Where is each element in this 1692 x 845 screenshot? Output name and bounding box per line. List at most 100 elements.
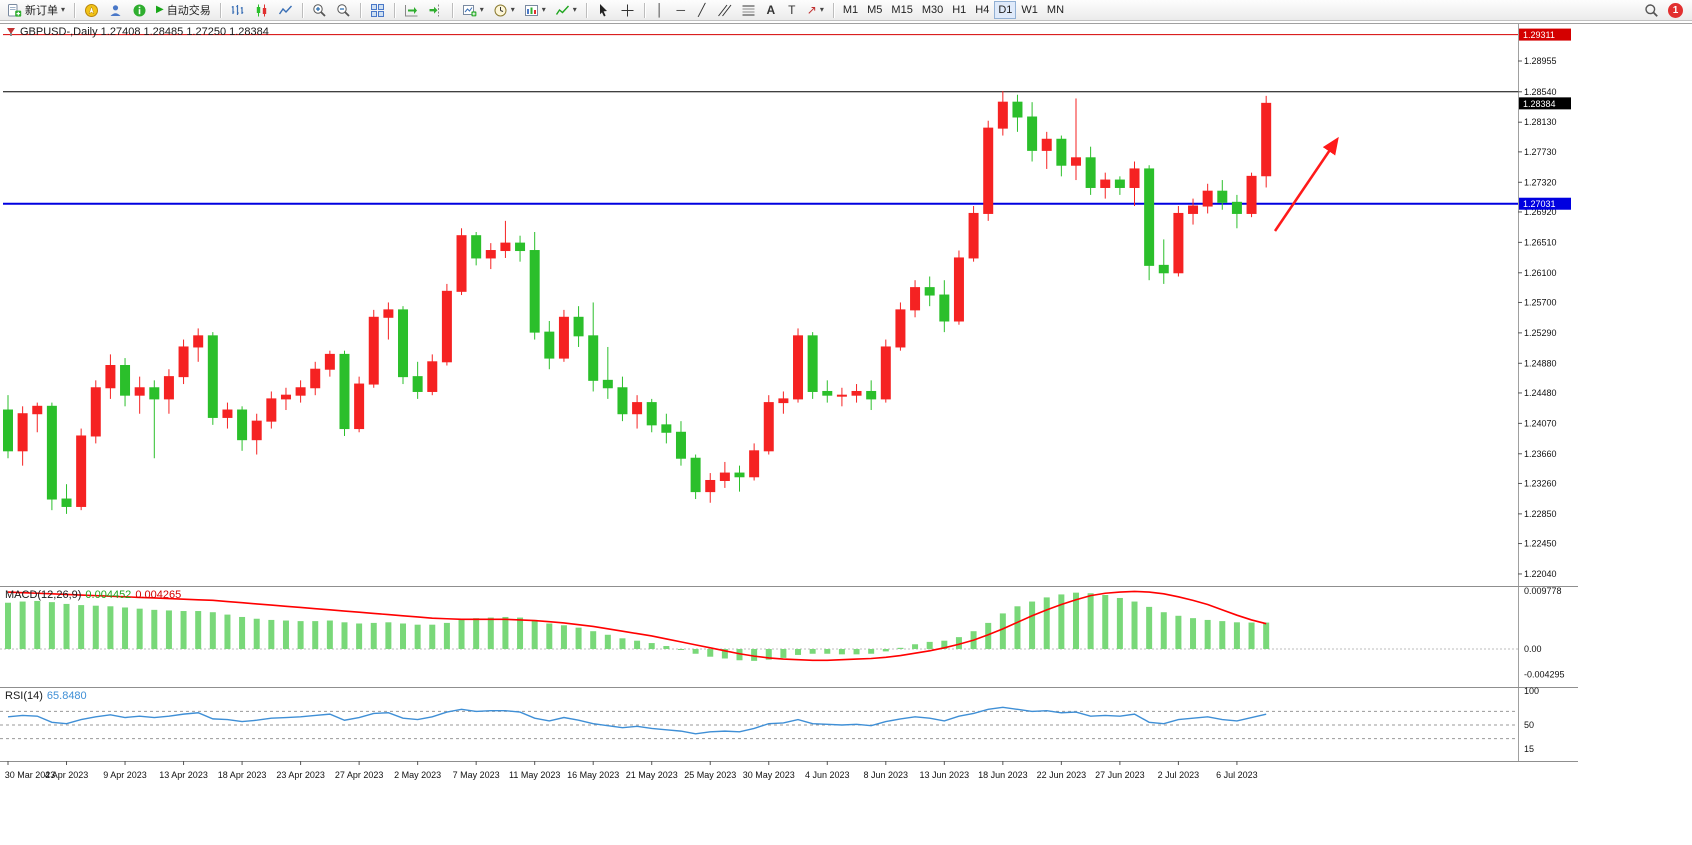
trendline-button[interactable]: ╱ xyxy=(692,1,712,19)
timeframe-w1-button[interactable]: W1 xyxy=(1017,1,1042,19)
macd-bar xyxy=(502,616,509,649)
trend-arrow[interactable] xyxy=(1273,136,1339,232)
macd-bar xyxy=(5,602,11,649)
crosshair-button[interactable] xyxy=(616,1,639,19)
candle-body xyxy=(76,435,87,507)
candle-body xyxy=(295,387,306,396)
indicators-button[interactable]: ▾ xyxy=(551,1,581,19)
candle-body xyxy=(822,390,833,396)
zoom-in-button[interactable] xyxy=(308,1,331,19)
channel-button[interactable] xyxy=(713,1,736,19)
macd-bar xyxy=(224,614,231,649)
chart-canvas[interactable]: 1.28955 1.28540 1.28130 1.27730 1.27320 1.269… xyxy=(0,21,1692,845)
macd-bar xyxy=(853,649,860,655)
candle-body xyxy=(793,335,804,400)
macd-bar xyxy=(1116,597,1123,649)
date-label: 13 Apr 2023 xyxy=(159,770,208,780)
macd-bar xyxy=(1190,618,1197,649)
arrows-tool-button[interactable]: ↗ ▾ xyxy=(803,1,828,19)
candle-body xyxy=(646,402,657,426)
candle-body xyxy=(851,390,862,396)
date-label: 9 Apr 2023 xyxy=(103,770,147,780)
cursor-button[interactable] xyxy=(592,1,615,19)
macd-bar xyxy=(531,619,538,649)
date-label: 8 Jun 2023 xyxy=(864,770,909,780)
timeframe-m30-button[interactable]: M30 xyxy=(918,1,947,19)
notification-badge[interactable]: 1 xyxy=(1668,2,1683,18)
candle-body xyxy=(1041,138,1052,151)
new-order-button[interactable]: 新订单 ▾ xyxy=(3,1,69,19)
chart-line-button[interactable] xyxy=(274,1,297,19)
candle-body xyxy=(207,335,218,418)
macd-bar xyxy=(897,647,904,649)
macd-axis-label: -0.004295 xyxy=(1524,669,1565,679)
candle-body xyxy=(880,346,891,400)
notification-count: 1 xyxy=(1672,4,1679,16)
search-button[interactable] xyxy=(1640,1,1663,19)
tile-windows-button[interactable] xyxy=(366,1,389,19)
timeframe-d1-button[interactable]: D1 xyxy=(994,1,1017,19)
macd-label: MACD(12,26,9) 0.004452 0.004265 xyxy=(5,589,181,601)
timeframe-h1-button[interactable]: H1 xyxy=(948,1,970,19)
date-label: 16 May 2023 xyxy=(567,770,619,780)
candle-body xyxy=(924,287,935,296)
date-label: 11 May 2023 xyxy=(509,770,560,780)
macd-bar xyxy=(297,621,304,649)
trendline-icon: ╱ xyxy=(698,3,706,17)
candle-body xyxy=(705,479,716,493)
price-tick-label: 1.28540 xyxy=(1524,87,1557,97)
macd-bar xyxy=(1058,594,1065,649)
contacts-button[interactable] xyxy=(104,1,127,19)
macd-bar xyxy=(985,622,992,649)
cursor-icon xyxy=(599,3,607,16)
candle-body xyxy=(237,409,248,441)
macd-bar xyxy=(663,646,670,649)
toolbar-separator xyxy=(219,2,221,18)
bar-chart-icon xyxy=(231,4,243,15)
auto-scroll-button[interactable] xyxy=(400,1,423,19)
fibonacci-button[interactable] xyxy=(737,1,760,19)
candle-body xyxy=(32,405,43,415)
candle-body xyxy=(90,387,101,437)
community-button[interactable] xyxy=(80,1,103,19)
templates-button[interactable]: ▾ xyxy=(520,1,550,19)
autotrading-button[interactable]: ▶ 自动交易 xyxy=(152,1,215,19)
chart-shift-button[interactable] xyxy=(424,1,447,19)
macd-bar xyxy=(1043,597,1050,649)
profiles-button[interactable]: ▾ xyxy=(489,1,519,19)
timeframe-m1-button[interactable]: M1 xyxy=(839,1,862,19)
label-tool-button[interactable]: T xyxy=(782,1,802,19)
caret-down-icon: ▾ xyxy=(541,5,546,14)
candle-body xyxy=(368,316,379,385)
price-tag-text: 1.27031 xyxy=(1523,199,1556,209)
news-button[interactable] xyxy=(128,1,151,19)
chart-bars-button[interactable] xyxy=(226,1,249,19)
timeframe-mn-button[interactable]: MN xyxy=(1043,1,1068,19)
price-tick-label: 1.23660 xyxy=(1524,449,1557,459)
toolbar-separator xyxy=(451,2,453,18)
vertical-line-button[interactable]: │ xyxy=(650,1,670,19)
chart-title-text: GBPUSD-,Daily 1.27408 1.28485 1.27250 1.… xyxy=(20,26,269,38)
candle-body xyxy=(120,365,131,396)
macd-bar xyxy=(941,640,948,649)
candle-body xyxy=(1144,168,1155,266)
horizontal-line-button[interactable]: ─ xyxy=(671,1,691,19)
caret-down-icon: ▾ xyxy=(510,5,515,14)
macd-bar xyxy=(926,641,933,649)
macd-bar xyxy=(1029,601,1036,649)
macd-bar xyxy=(1248,622,1255,649)
text-tool-button[interactable]: A xyxy=(761,1,781,19)
timeframe-m5-button[interactable]: M5 xyxy=(863,1,886,19)
candle-body xyxy=(544,331,555,359)
timeframe-label: M15 xyxy=(891,4,913,16)
zoom-out-button[interactable] xyxy=(332,1,355,19)
timeframe-h4-button[interactable]: H4 xyxy=(971,1,993,19)
price-tick-label: 1.23260 xyxy=(1524,478,1557,488)
chart-candles-button[interactable] xyxy=(250,1,273,19)
price-tick-label: 1.22450 xyxy=(1524,539,1557,549)
candle-body xyxy=(1129,168,1140,188)
auto-scroll-icon xyxy=(404,4,418,16)
new-chart-button[interactable]: ▾ xyxy=(458,1,488,19)
macd-bar xyxy=(912,644,919,649)
timeframe-m15-button[interactable]: M15 xyxy=(887,1,916,19)
